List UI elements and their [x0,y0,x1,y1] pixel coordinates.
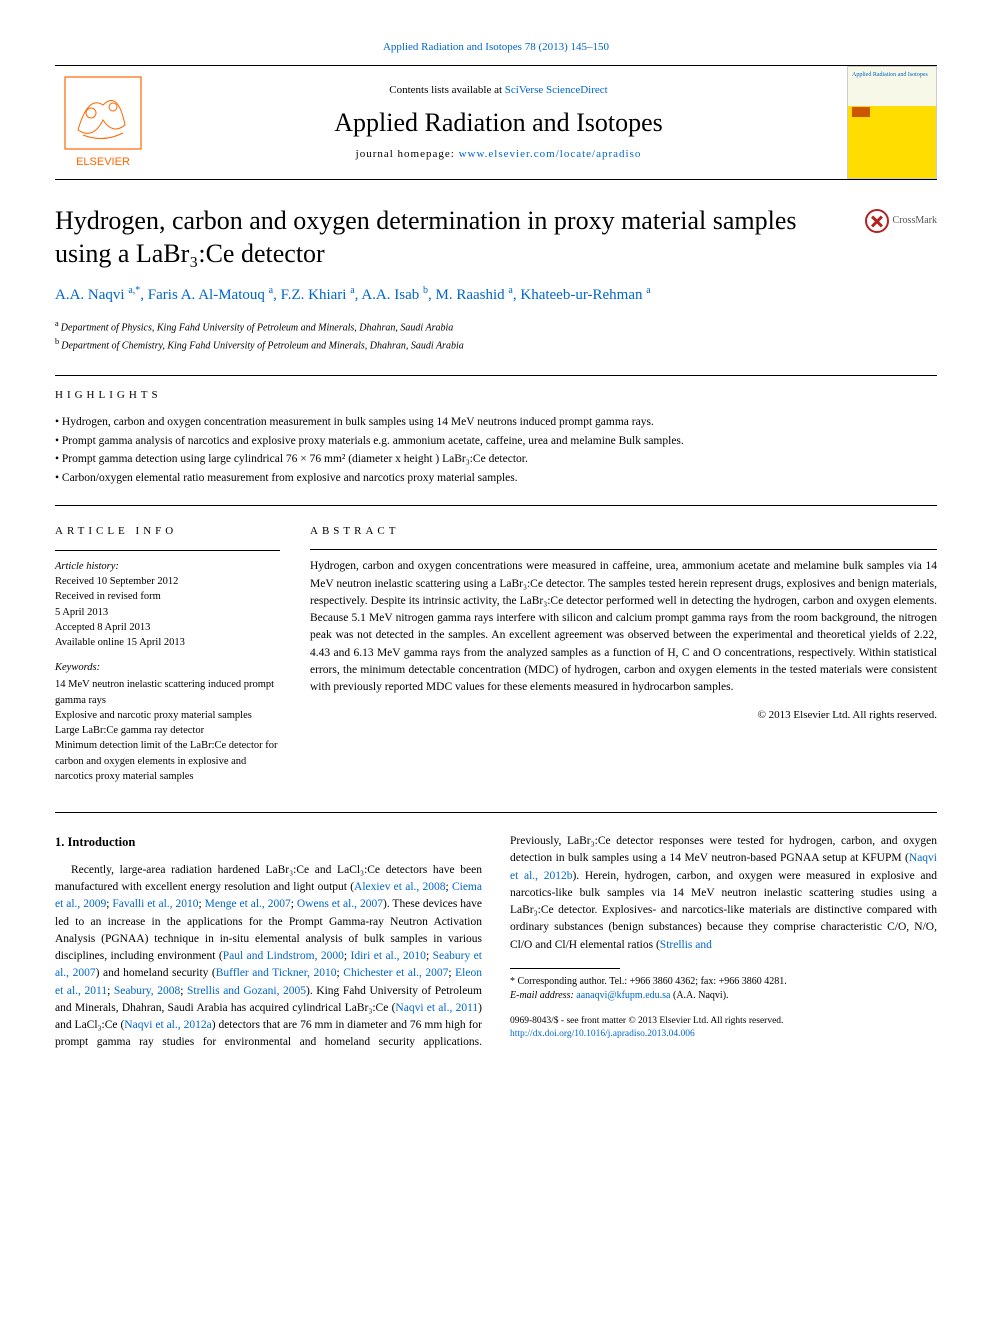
citation-link[interactable]: Seabury, 2008 [114,985,180,997]
cover-title: Applied Radiation and Isotopes [852,71,932,79]
highlight-item: Hydrogen, carbon and oxygen concentratio… [55,413,937,431]
history-line: Accepted 8 April 2013 [55,620,280,635]
citation-link[interactable]: Chichester et al., 2007 [343,967,448,979]
issn-footer: 0969-8043/$ - see front matter © 2013 El… [510,1015,937,1042]
header-center: Contents lists available at SciVerse Sci… [150,66,847,179]
sciencedirect-link[interactable]: SciVerse ScienceDirect [505,84,608,96]
citation-link[interactable]: Naqvi et al., 2012a [124,1019,211,1031]
crossmark-badge[interactable]: CrossMark [865,209,937,233]
doi-link[interactable]: http://dx.doi.org/10.1016/j.apradiso.201… [510,1029,695,1039]
citation-link[interactable]: Strellis and [660,939,712,951]
highlights-label: HIGHLIGHTS [55,388,937,403]
homepage-link[interactable]: www.elsevier.com/locate/apradiso [459,148,642,160]
keywords-label: Keywords: [55,660,280,675]
journal-header: ELSEVIER Contents lists available at Sci… [55,65,937,180]
abstract-label: ABSTRACT [310,524,937,539]
journal-name: Applied Radiation and Isotopes [150,105,847,141]
body-text: 1. Introduction Recently, large-area rad… [55,833,937,1052]
highlight-item: Carbon/oxygen elemental ratio measuremen… [55,469,937,487]
history-line: Available online 15 April 2013 [55,635,280,650]
top-citation-link[interactable]: Applied Radiation and Isotopes 78 (2013)… [383,41,609,53]
author-name[interactable]: , F.Z. Khiari [273,287,350,303]
crossmark-label: CrossMark [893,214,937,228]
keywords-block: Keywords: 14 MeV neutron inelastic scatt… [55,660,280,784]
citation-link[interactable]: Menge et al., 2007 [205,898,291,910]
history-line: Received 10 September 2012 [55,574,280,589]
affiliation: a Department of Physics, King Fahd Unive… [55,318,937,335]
citation-link[interactable]: Naqvi et al., 2011 [395,1002,478,1014]
citation-link[interactable]: Paul and Lindstrom, 2000 [223,950,344,962]
author-affil-sup: a,* [128,285,140,296]
abstract-copyright: © 2013 Elsevier Ltd. All rights reserved… [310,708,937,723]
author-name[interactable]: A.A. Naqvi [55,287,128,303]
article-history: Article history: Received 10 September 2… [55,559,280,650]
keyword: Minimum detection limit of the LaBr:Ce d… [55,738,280,784]
article-title: Hydrogen, carbon and oxygen determinatio… [55,205,937,270]
elsevier-text: ELSEVIER [76,156,130,168]
citation-link[interactable]: Naqvi et al., 2012b [510,852,937,881]
highlights-list: Hydrogen, carbon and oxygen concentratio… [55,413,937,487]
highlight-item: Prompt gamma detection using large cylin… [55,450,937,468]
abstract: ABSTRACT Hydrogen, carbon and oxygen con… [310,524,937,794]
article-info-label: ARTICLE INFO [55,524,280,540]
history-line: 5 April 2013 [55,605,280,620]
article-info: ARTICLE INFO Article history: Received 1… [55,524,280,794]
corresponding-author: * Corresponding author. Tel.: +966 3860 … [510,975,937,989]
heading-number: 1. [55,835,64,849]
citation-link[interactable]: Owens et al., 2007 [297,898,383,910]
email-owner: (A.A. Naqvi). [673,990,729,1001]
corresponding-footnote: * Corresponding author. Tel.: +966 3860 … [510,975,937,1003]
author-name[interactable]: , M. Raashid [428,287,508,303]
email-label: E-mail address: [510,990,574,1001]
keyword: Explosive and narcotic proxy material sa… [55,708,280,723]
highlights-section: HIGHLIGHTS Hydrogen, carbon and oxygen c… [55,388,937,487]
abstract-text: Hydrogen, carbon and oxygen concentratio… [310,558,937,696]
issn-line: 0969-8043/$ - see front matter © 2013 El… [510,1015,937,1028]
homepage-line: journal homepage: www.elsevier.com/locat… [150,147,847,162]
elsevier-logo: ELSEVIER [55,66,150,179]
journal-cover-thumbnail: Applied Radiation and Isotopes [847,66,937,179]
author-name[interactable]: , A.A. Isab [355,287,423,303]
highlight-item: Prompt gamma analysis of narcotics and e… [55,432,937,450]
divider [55,505,937,506]
divider [55,812,937,813]
affiliations: a Department of Physics, King Fahd Unive… [55,318,937,353]
history-line: Received in revised form [55,589,280,604]
citation-link[interactable]: Alexiev et al., 2008 [354,881,445,893]
contents-line: Contents lists available at SciVerse Sci… [150,83,847,98]
author-affil-sup: a [646,285,650,296]
footnote-divider [510,968,620,969]
contents-prefix: Contents lists available at [389,84,504,96]
keyword: Large LaBr:Ce gamma ray detector [55,723,280,738]
citation-link[interactable]: Favalli et al., 2010 [112,898,198,910]
author-email-link[interactable]: aanaqvi@kfupm.edu.sa [576,990,670,1001]
authors: A.A. Naqvi a,*, Faris A. Al-Matouq a , F.… [55,284,937,306]
top-citation: Applied Radiation and Isotopes 78 (2013)… [55,40,937,55]
heading-text: Introduction [68,835,136,849]
crossmark-icon [865,209,889,233]
affiliation: b Department of Chemistry, King Fahd Uni… [55,336,937,353]
citation-link[interactable]: Strellis and Gozani, 2005 [187,985,306,997]
author-name[interactable]: , Faris A. Al-Matouq [140,287,268,303]
author-name[interactable]: , Khateeb-ur-Rehman [513,287,646,303]
keyword: 14 MeV neutron inelastic scattering indu… [55,677,280,707]
history-label: Article history: [55,559,280,574]
section-heading: 1. Introduction [55,833,482,852]
citation-link[interactable]: Buffler and Tickner, 2010 [216,967,337,979]
citation-link[interactable]: Idiri et al., 2010 [351,950,426,962]
homepage-prefix: journal homepage: [356,148,459,160]
divider [55,375,937,376]
